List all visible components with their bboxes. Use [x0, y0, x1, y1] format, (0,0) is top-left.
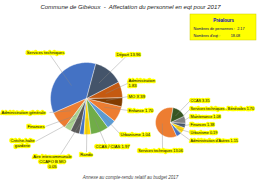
svg-text:Annexe au compte-rendu relatif: Annexe au compte-rendu relatif au budget… — [82, 175, 179, 180]
svg-text:Administration d'Autres 1.15: Administration d'Autres 1.15 — [191, 139, 238, 143]
svg-text:Rando: Rando — [80, 152, 93, 157]
svg-text:Enfance 1.70: Enfance 1.70 — [129, 108, 154, 113]
svg-text:Nombres de personnes : 2.17: Nombres de personnes : 2.17 — [194, 27, 245, 31]
svg-text:CCAS / CIAS 1.97: CCAS / CIAS 1.97 — [95, 144, 130, 149]
svg-text:Départ 13.96: Départ 13.96 — [116, 52, 141, 57]
svg-text:CCAS 3.35: CCAS 3.35 — [191, 99, 210, 103]
svg-text:Commune de Gibéoux - Affecta: Commune de Gibéoux - Affectation du pers… — [40, 4, 221, 10]
svg-text:Préalours: Préalours — [213, 18, 234, 23]
svg-text:MO X 39: MO X 39 — [129, 94, 146, 99]
svg-text:Administration générale: Administration générale — [2, 110, 47, 115]
svg-text:Services techniques: Services techniques — [27, 50, 64, 55]
svg-text:Finances 1.38: Finances 1.38 — [191, 123, 215, 127]
svg-text:Services techniques 13.06: Services techniques 13.06 — [138, 149, 183, 153]
svg-text:Services techniques - Bénévole: Services techniques - Bénévoles 1.70 — [191, 107, 255, 111]
svg-text:Crèche-haltegarderie: Crèche-haltegarderie — [11, 138, 36, 148]
svg-text:Administration1.83: Administration1.83 — [129, 78, 156, 88]
svg-text:Finances: Finances — [28, 124, 45, 129]
svg-text:Urbanisme 0.19: Urbanisme 0.19 — [191, 131, 218, 135]
svg-text:Aire intercommunaleCCAFO B MO0: Aire intercommunaleCCAFO B MO0.05 — [33, 154, 72, 169]
svg-text:Nombres d'eqt : 18.08: Nombres d'eqt : 18.08 — [194, 34, 241, 38]
svg-text:Maintenance 1.08: Maintenance 1.08 — [191, 115, 221, 119]
svg-text:Urbanisme 1.04: Urbanisme 1.04 — [121, 132, 151, 137]
